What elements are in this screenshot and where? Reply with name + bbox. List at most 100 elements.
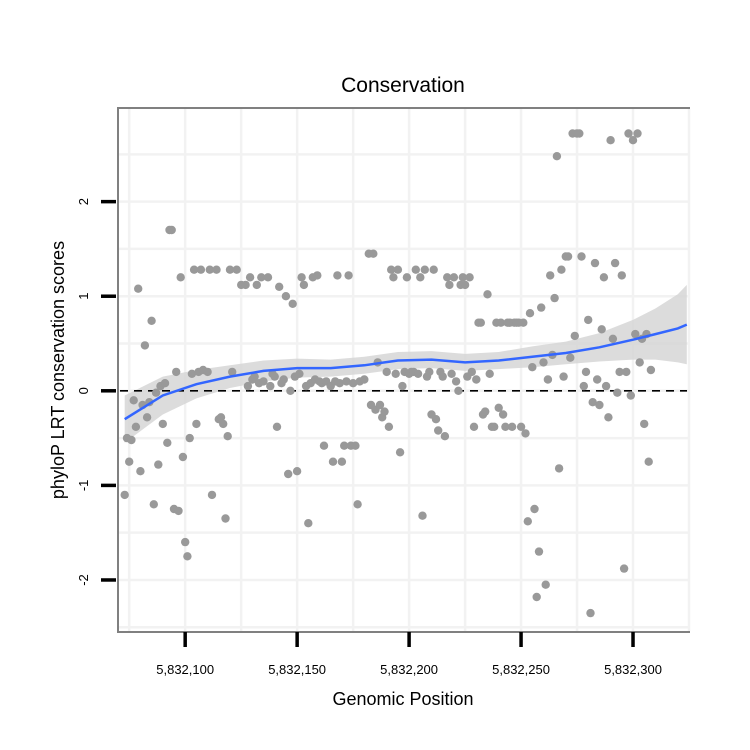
data-point [476,318,485,327]
data-point [584,315,593,325]
data-point [382,367,391,377]
data-point [525,309,535,318]
data-point [644,457,653,466]
data-point [340,441,349,450]
data-point [483,290,492,299]
data-point [570,331,579,341]
data-point [472,375,481,384]
data-point [299,280,309,290]
data-point [445,280,454,290]
data-point [270,372,279,381]
data-point [174,506,183,516]
data-point [431,415,441,424]
data-point [129,396,138,405]
data-point [286,386,295,395]
data-point [313,271,322,280]
data-point [216,413,226,422]
data-point [228,367,237,377]
data-point [272,422,282,431]
data-point [534,547,544,556]
data-point [212,265,221,274]
grid-lines [119,109,691,631]
data-point [295,369,304,378]
data-point [319,441,329,450]
data-point [353,500,362,509]
data-point [189,265,199,274]
data-point [163,438,172,447]
data-point [546,271,555,280]
data-point [172,367,181,377]
data-point [335,379,344,388]
data-point [559,372,568,381]
data-point [221,514,230,523]
data-point [635,358,644,367]
y-tick-label: 1 [76,293,91,300]
data-point [440,432,450,441]
data-point [501,422,510,431]
data-point [413,369,423,378]
data-point [158,419,167,429]
chart-title: Conservation [341,74,465,97]
data-point [521,429,530,438]
data-point [496,318,506,327]
data-point [418,511,427,520]
data-point [333,271,342,280]
data-point [485,369,494,378]
data-point [579,381,588,391]
data-point [420,265,429,274]
data-point [219,419,228,429]
data-point [586,608,595,618]
data-point [292,467,302,476]
data-point [203,367,212,377]
data-point [389,273,398,282]
x-tick-label: 5,832,300 [604,662,662,677]
data-point [498,410,508,419]
data-point [530,504,539,514]
data-point [543,375,553,384]
data-point [599,273,609,282]
data-point [342,377,351,386]
y-tick-label: 0 [76,387,91,394]
data-point [523,517,532,526]
data-point [425,367,434,377]
data-point [516,422,526,431]
data-point [613,388,622,397]
data-point [232,265,241,274]
data-point [223,432,232,441]
data-point [563,252,573,261]
data-point [252,280,261,290]
y-axis-title: phyloP LRT conservation scores [48,241,68,499]
data-point [434,426,443,435]
data-point [140,341,150,350]
data-point [151,388,161,397]
data-point [451,377,461,386]
data-point [469,422,479,431]
data-point [557,265,566,274]
data-point [395,448,405,457]
confidence-band [124,284,687,443]
x-tick-label: 5,832,100 [156,662,214,677]
data-point [633,129,642,138]
data-point [185,433,194,443]
x-tick-label: 5,832,150 [268,662,326,677]
data-point [250,372,259,381]
x-axis-title: Genomic Position [332,689,473,709]
data-point [183,552,192,561]
data-point [136,467,145,476]
data-point [225,265,235,274]
data-point [447,369,456,378]
data-point [297,273,306,282]
data-point [619,564,629,573]
data-point [134,284,143,293]
data-point [284,469,293,479]
data-point [411,265,420,274]
data-point [429,265,438,274]
data-point [595,400,604,410]
data-point [380,407,389,416]
data-point [120,490,129,500]
data-point [617,271,626,280]
data-point [176,273,185,282]
data-point [537,303,546,312]
data-point [275,282,284,291]
